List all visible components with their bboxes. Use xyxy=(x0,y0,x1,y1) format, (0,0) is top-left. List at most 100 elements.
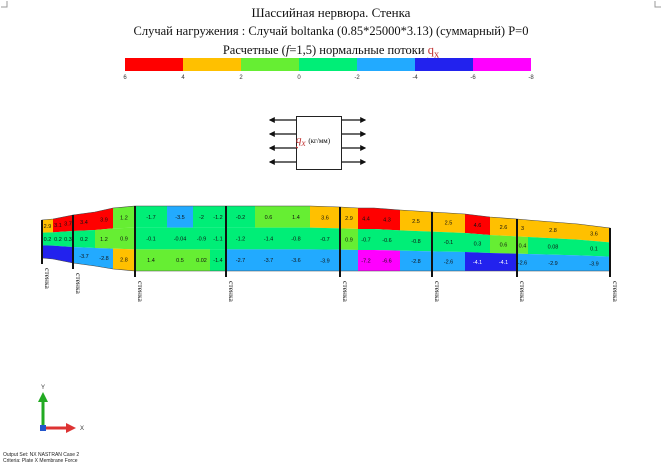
flow-cell xyxy=(578,239,610,257)
legend-tick-label: 6 xyxy=(123,75,127,81)
flow-title: Расчетные (f=1,5) нормальные потоки qx xyxy=(0,43,662,61)
flow-cell xyxy=(73,230,95,248)
wall-label: стенка xyxy=(227,281,236,302)
arrows-icon xyxy=(268,117,366,165)
flow-cell xyxy=(282,206,310,228)
flow-value: 2.9 xyxy=(345,216,353,222)
flow-cell xyxy=(63,231,73,247)
symbol-label: qx (кг/мм) xyxy=(296,134,331,149)
flow-value: 1.2 xyxy=(120,216,128,222)
flow-cell xyxy=(113,206,135,229)
flow-cell xyxy=(310,249,340,271)
flow-cell xyxy=(42,232,53,246)
flow-value: 0.02 xyxy=(196,258,207,264)
wall-label: стенка xyxy=(136,281,145,302)
flow-cell xyxy=(340,207,358,229)
flow-symbol: qx xyxy=(427,43,440,61)
flow-cell xyxy=(53,217,63,233)
flow-cell xyxy=(490,253,517,271)
legend-swatch xyxy=(241,58,299,71)
flow-cell xyxy=(255,249,282,271)
flow-value: 2.8 xyxy=(120,258,128,264)
flow-value: 3.7 xyxy=(64,222,72,228)
flow-value: -0.1 xyxy=(444,240,453,246)
flow-value: 3 xyxy=(521,226,524,232)
flow-value: -0.2 xyxy=(236,215,245,221)
legend-tick-label: 2 xyxy=(239,75,243,81)
flow-value: 0.1 xyxy=(590,247,598,253)
flow-value: -0.8 xyxy=(291,237,300,243)
legend-tick-label: 4 xyxy=(181,75,185,81)
flow-value: -2.9 xyxy=(548,261,557,267)
flow-cell xyxy=(528,237,578,256)
flow-value: 1.4 xyxy=(147,258,155,264)
color-legend xyxy=(125,58,531,71)
flow-value: -3.5 xyxy=(175,215,184,221)
flow-cell xyxy=(358,208,374,229)
flow-cell xyxy=(400,230,432,252)
legend-ticks: 6 4 2 0 -2 -4 -6 -8 xyxy=(0,75,662,85)
flow-cell xyxy=(53,245,63,261)
flow-value: 1.2 xyxy=(100,237,108,243)
flow-cell xyxy=(63,215,73,232)
flow-value: 1.4 xyxy=(292,215,300,221)
flow-value: 3.6 xyxy=(590,232,598,238)
legend-swatch xyxy=(357,58,415,71)
flow-value: -4.1 xyxy=(473,260,482,266)
legend-tick-label: -4 xyxy=(412,75,418,81)
flow-cell xyxy=(465,252,490,271)
flow-value: 0.6 xyxy=(265,215,273,221)
flow-cell xyxy=(255,206,282,228)
flow-value: -2 xyxy=(199,215,204,221)
flow-cell xyxy=(42,245,53,259)
legend-swatch xyxy=(415,58,473,71)
flow-cell xyxy=(282,227,310,250)
flow-cell xyxy=(432,251,465,271)
load-case-line: Случай нагружения : Случай boltanka (0.8… xyxy=(133,24,529,38)
flow-cell xyxy=(135,227,167,250)
flow-cell xyxy=(578,224,610,243)
flow-cell xyxy=(226,206,255,228)
flow-cell xyxy=(167,227,193,250)
corner-mark-top-left xyxy=(1,1,8,8)
legend-tick-label: -6 xyxy=(470,75,476,81)
wall-label: стенка xyxy=(611,281,620,302)
x-axis-label: X xyxy=(80,426,84,432)
flow-cell xyxy=(113,248,135,271)
flow-value: 0.2 xyxy=(80,237,88,243)
flow-cell xyxy=(374,208,400,231)
flow-value: 0.5 xyxy=(176,258,184,264)
flow-value: -0.8 xyxy=(411,239,420,245)
flow-value: -1.4 xyxy=(264,237,273,243)
flow-value: -0.7 xyxy=(361,238,370,244)
flow-value: 4.6 xyxy=(474,223,482,229)
flow-value: -0.1 xyxy=(146,237,155,243)
flow-cell xyxy=(73,212,95,231)
flow-title-suffix: =1,5) нормальные потоки xyxy=(289,43,425,57)
flow-cell xyxy=(193,206,210,228)
flow-cell xyxy=(517,236,528,254)
flow-values: 2.9 0.2 3.1 0.2 3.7 0.3 3.4 0.2 -3.7 3.9 1.2 -2.8 1.… xyxy=(44,215,599,268)
flow-value: -7.2 xyxy=(361,259,370,265)
flow-value: -2.7 xyxy=(236,258,245,264)
flow-value: 3.6 xyxy=(321,215,329,221)
flow-cell xyxy=(255,227,282,250)
flow-value: -3.9 xyxy=(589,262,598,268)
flow-value: -1.2 xyxy=(236,237,245,243)
flow-cell xyxy=(135,206,167,228)
flow-cell xyxy=(167,249,193,271)
flow-cell xyxy=(310,227,340,250)
y-axis-label: Y xyxy=(41,385,45,391)
flow-cell xyxy=(358,229,374,250)
legend-swatch xyxy=(299,58,357,71)
flow-value: -3.9 xyxy=(320,258,329,264)
flow-cell xyxy=(490,235,517,254)
flow-value: 2.5 xyxy=(412,219,420,225)
flow-value: 4.4 xyxy=(362,217,370,223)
flow-value: -4.1 xyxy=(499,260,508,266)
legend-tick-label: 0 xyxy=(297,75,301,81)
wall-label: стенка xyxy=(518,281,527,302)
flow-value: 4.3 xyxy=(383,217,391,223)
x-axis-arrow xyxy=(66,423,76,433)
